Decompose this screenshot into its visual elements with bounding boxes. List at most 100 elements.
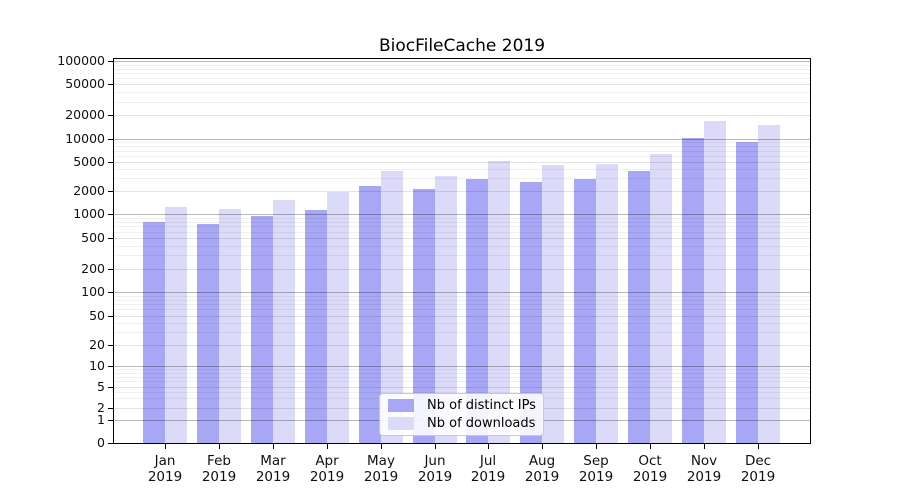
grid-line-2000 <box>114 191 810 192</box>
grid-line-70 <box>114 304 810 305</box>
bar-downloads-may <box>381 171 403 444</box>
x-tick-mark-nov <box>704 444 705 449</box>
bar-downloads-sep <box>596 164 618 444</box>
legend-swatch-distinct-ips <box>388 399 414 413</box>
grid-line-80 <box>114 300 810 301</box>
y-tick-mark-5 <box>108 387 113 388</box>
y-tick-mark-0 <box>108 443 113 444</box>
y-axis-tick-label-2000: 2000 <box>73 183 105 198</box>
grid-line-20 <box>114 345 810 346</box>
bar-distinct-ips-sep <box>574 179 596 444</box>
bar-distinct-ips-mar <box>251 216 273 444</box>
x-axis-tick-label-nov: Nov 2019 <box>686 453 722 485</box>
grid-line-7000 <box>114 151 810 152</box>
x-tick-mark-feb <box>219 444 220 449</box>
grid-line-200 <box>114 269 810 270</box>
y-axis-tick-label-500: 500 <box>81 230 105 245</box>
grid-line-9000 <box>114 142 810 143</box>
x-tick-mark-dec <box>758 444 759 449</box>
y-axis-tick-label-1: 1 <box>97 412 105 427</box>
bar-downloads-dec <box>758 125 780 444</box>
x-tick-mark-jul <box>488 444 489 449</box>
x-tick-mark-oct <box>650 444 651 449</box>
x-axis-tick-label-dec: Dec 2019 <box>740 453 776 485</box>
y-axis-tick-label-20000: 20000 <box>65 107 105 122</box>
grid-line-90 <box>114 296 810 297</box>
bar-distinct-ips-may <box>359 186 381 444</box>
y-axis-tick-label-10: 10 <box>89 358 105 373</box>
y-tick-mark-100 <box>108 292 113 293</box>
grid-line-6000 <box>114 156 810 157</box>
grid-line-100 <box>114 292 810 293</box>
x-axis-tick-label-oct: Oct 2019 <box>632 453 668 485</box>
grid-line-5000 <box>114 162 810 163</box>
legend-row-distinct-ips: Nb of distinct IPs <box>388 398 536 414</box>
x-tick-mark-jun <box>435 444 436 449</box>
y-axis-tick-label-100000: 100000 <box>57 53 105 68</box>
grid-line-40 <box>114 323 810 324</box>
grid-line-40000 <box>114 92 810 93</box>
x-axis-tick-label-apr: Apr 2019 <box>309 453 345 485</box>
bar-downloads-feb <box>219 209 241 444</box>
grid-line-800 <box>114 222 810 223</box>
x-axis-tick-label-jul: Jul 2019 <box>470 453 506 485</box>
x-tick-mark-mar <box>273 444 274 449</box>
y-tick-mark-2000 <box>108 191 113 192</box>
chart-title: BiocFileCache 2019 <box>378 36 546 56</box>
grid-line-7 <box>114 377 810 378</box>
x-axis-tick-label-jun: Jun 2019 <box>417 453 453 485</box>
x-axis-tick-label-feb: Feb 2019 <box>201 453 237 485</box>
grid-line-90000 <box>114 65 810 66</box>
grid-line-100000 <box>114 61 810 62</box>
grid-line-60 <box>114 309 810 310</box>
grid-line-60000 <box>114 78 810 79</box>
grid-line-10000 <box>114 139 810 140</box>
y-tick-mark-100000 <box>108 61 113 62</box>
bar-downloads-oct <box>650 154 672 444</box>
bar-distinct-ips-jul <box>466 179 488 444</box>
grid-line-50000 <box>114 84 810 85</box>
bar-distinct-ips-nov <box>682 138 704 444</box>
grid-line-3000 <box>114 178 810 179</box>
grid-line-50 <box>114 316 810 317</box>
grid-line-4 <box>114 392 810 393</box>
x-tick-mark-jan <box>165 444 166 449</box>
y-tick-mark-20000 <box>108 115 113 116</box>
bar-downloads-jul <box>488 161 510 444</box>
bar-downloads-mar <box>273 200 295 444</box>
grid-line-8 <box>114 373 810 374</box>
grid-line-70000 <box>114 73 810 74</box>
grid-line-900 <box>114 218 810 219</box>
grid-line-9 <box>114 369 810 370</box>
y-axis-tick-label-0: 0 <box>97 435 105 450</box>
y-axis-tick-label-10000: 10000 <box>65 131 105 146</box>
grid-line-30000 <box>114 102 810 103</box>
bar-distinct-ips-jun <box>413 189 435 444</box>
y-axis-tick-label-5000: 5000 <box>73 154 105 169</box>
legend-row-downloads: Nb of downloads <box>388 416 535 431</box>
grid-line-500 <box>114 238 810 239</box>
grid-line-700 <box>114 226 810 227</box>
legend: Nb of distinct IPs Nb of downloads <box>379 393 544 436</box>
y-axis-tick-label-5: 5 <box>97 379 105 394</box>
y-tick-mark-2 <box>108 408 113 409</box>
y-tick-mark-50000 <box>108 84 113 85</box>
legend-label-downloads: Nb of downloads <box>427 415 536 431</box>
grid-line-20000 <box>114 115 810 116</box>
x-axis-tick-label-may: May 2019 <box>363 453 399 485</box>
grid-line-300 <box>114 255 810 256</box>
y-axis-tick-label-20: 20 <box>89 337 105 352</box>
grid-line-8000 <box>114 146 810 147</box>
x-tick-mark-aug <box>542 444 543 449</box>
y-tick-mark-10000 <box>108 139 113 140</box>
y-tick-mark-50 <box>108 316 113 317</box>
bar-downloads-nov <box>704 121 726 444</box>
grid-line-30 <box>114 332 810 333</box>
x-axis-tick-label-aug: Aug 2019 <box>524 453 560 485</box>
legend-label-distinct-ips: Nb of distinct IPs <box>427 398 536 414</box>
bar-distinct-ips-oct <box>628 171 650 444</box>
y-tick-mark-10 <box>108 366 113 367</box>
x-tick-mark-sep <box>596 444 597 449</box>
x-axis-tick-label-sep: Sep 2019 <box>578 453 614 485</box>
bar-distinct-ips-feb <box>197 224 219 444</box>
